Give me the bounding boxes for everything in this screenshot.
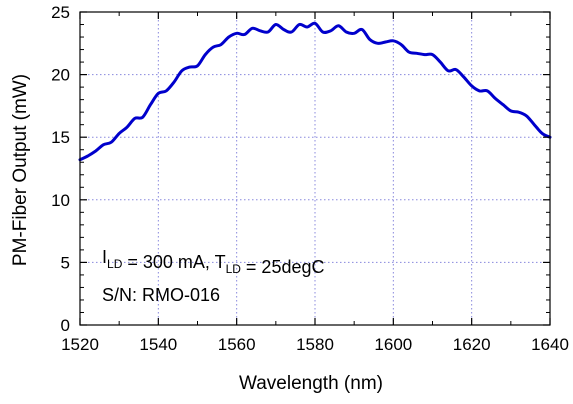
annotation-text: I <box>102 247 107 267</box>
grid <box>80 12 550 325</box>
y-tick-label: 20 <box>51 66 70 85</box>
annotation-subscript: LD <box>226 262 242 276</box>
y-tick-label: 15 <box>51 128 70 147</box>
y-tick-label: 25 <box>51 3 70 22</box>
annotation-text: = 25degC <box>241 257 325 277</box>
annotations: ILD = 300 mA, TLD = 25degC S/N: RMO-016 <box>102 247 325 305</box>
y-tick-label: 5 <box>61 253 70 272</box>
series-layer <box>78 21 552 162</box>
annotation-subscript: LD <box>107 257 123 271</box>
x-tick-label: 1620 <box>453 335 491 354</box>
x-tick-label: 1600 <box>374 335 412 354</box>
x-axis-label: Wavelength (nm) <box>239 373 383 394</box>
annotation-conditions: ILD = 300 mA, TLD = 25degC <box>102 247 325 277</box>
x-tick-label: 1540 <box>139 335 177 354</box>
series-line-1 <box>78 21 552 162</box>
annotation-serial: S/N: RMO-016 <box>102 285 220 305</box>
x-tick-label: 1520 <box>61 335 99 354</box>
x-tick-label: 1640 <box>531 335 569 354</box>
y-tick-label: 0 <box>61 316 70 335</box>
annotation-text: = 300 mA, T <box>122 252 225 272</box>
y-axis-label: PM-Fiber Output (mW) <box>10 74 31 266</box>
x-tick-label: 1560 <box>218 335 256 354</box>
y-tick-label: 10 <box>51 191 70 210</box>
x-tick-label: 1580 <box>296 335 334 354</box>
